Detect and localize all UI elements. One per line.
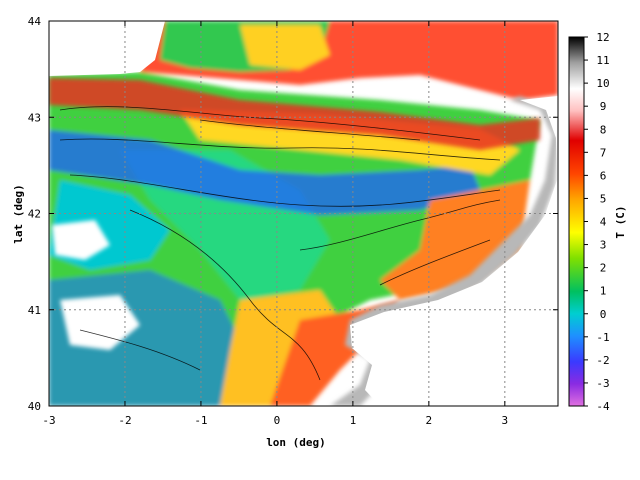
colorbar-tick-label: 9 xyxy=(600,100,607,113)
land-northwest xyxy=(49,21,165,76)
east-coast-cold-strip xyxy=(330,96,558,406)
x-tick-label: 0 xyxy=(274,414,281,427)
y-tick-label: 42 xyxy=(28,208,41,221)
colorbar-tick-label: 0 xyxy=(600,308,607,321)
contour-line xyxy=(59,138,501,161)
colorbar-tick-label: 7 xyxy=(600,146,607,159)
y-axis: 40 41 42 43 44 xyxy=(28,15,558,413)
y-tick-label: 40 xyxy=(28,400,41,413)
colorbar-tick-label: 8 xyxy=(600,123,607,136)
colorbar-tick-label: 1 xyxy=(600,285,607,298)
contour-line xyxy=(199,119,421,141)
x-axis-label: lon (deg) xyxy=(266,436,326,449)
x-tick-label: 3 xyxy=(502,414,509,427)
colorbar-tick-label: 4 xyxy=(600,216,607,229)
x-tick-label: 1 xyxy=(350,414,357,427)
colorbar-tick-label: 6 xyxy=(600,169,607,182)
colorbar-label: T (C) xyxy=(614,205,627,238)
colorbar-tick-label: 10 xyxy=(596,77,609,90)
colorbar xyxy=(568,36,585,407)
colorbar-tick-label: 3 xyxy=(600,239,607,252)
sea-blue-band xyxy=(49,130,480,215)
x-tick-label: -3 xyxy=(42,414,55,427)
x-axis: -3 -2 -1 0 1 2 3 xyxy=(42,21,508,427)
temperature-field xyxy=(49,21,558,406)
contour-line xyxy=(129,209,321,381)
contour-line xyxy=(379,239,491,286)
colorbar-tick-label: 12 xyxy=(596,31,609,44)
x-tick-label: -2 xyxy=(118,414,131,427)
north-yellow-region xyxy=(240,25,330,70)
y-axis-label: lat (deg) xyxy=(12,184,25,244)
contour-line xyxy=(69,174,501,207)
contour-line xyxy=(79,329,201,371)
white-patch-southwest xyxy=(60,295,140,350)
colorbar-tick-label: 2 xyxy=(600,262,607,275)
colorbar-tick-label: -4 xyxy=(596,400,610,413)
colorbar-tick-label: -2 xyxy=(596,354,609,367)
colorbar-tick-label: 11 xyxy=(596,54,609,67)
y-tick-label: 43 xyxy=(28,111,41,124)
white-patch-west xyxy=(52,220,110,260)
coastal-warm-band xyxy=(49,78,540,150)
contour-line xyxy=(299,199,501,251)
colorbar-tick-label: -3 xyxy=(596,377,609,390)
x-tick-label: 2 xyxy=(426,414,433,427)
colorbar-tick-label: -1 xyxy=(596,331,609,344)
east-orange-region xyxy=(380,180,530,300)
x-tick-label: -1 xyxy=(194,414,207,427)
contour-line xyxy=(59,106,481,141)
colorbar-tick-label: 5 xyxy=(600,192,607,205)
y-tick-label: 44 xyxy=(28,15,42,28)
land-east xyxy=(350,96,558,406)
plot-grid xyxy=(49,21,558,406)
y-tick-label: 41 xyxy=(28,304,41,317)
